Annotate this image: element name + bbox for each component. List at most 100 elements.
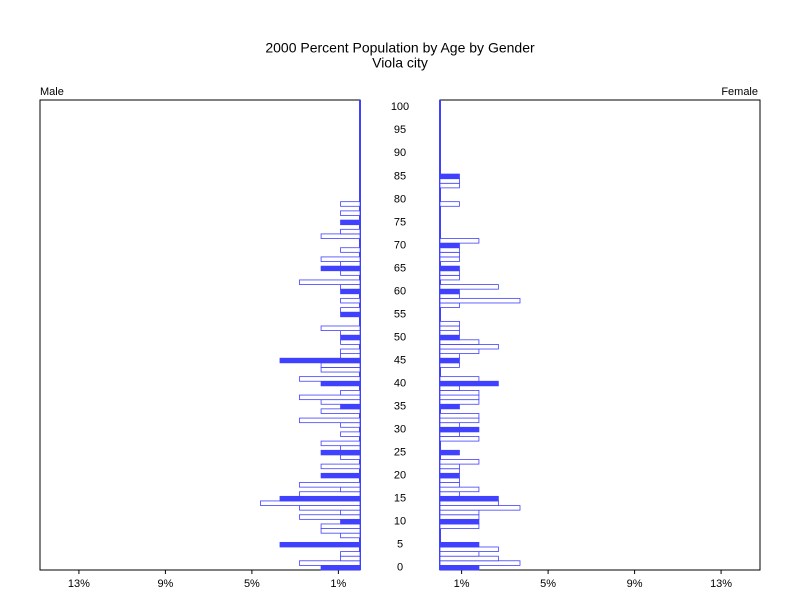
bar	[340, 518, 361, 525]
bar	[340, 311, 361, 318]
x-tick-label: 9%	[157, 578, 173, 590]
bar	[340, 348, 361, 355]
age-label: 95	[394, 124, 406, 136]
bar	[439, 509, 480, 516]
bar	[439, 449, 460, 456]
bar	[320, 256, 361, 262]
bar	[439, 500, 499, 506]
x-tick-label: 9%	[627, 578, 643, 590]
bar	[320, 449, 361, 456]
age-label: 60	[394, 285, 406, 297]
age-label: 50	[394, 331, 406, 343]
bar	[439, 320, 460, 327]
bar	[439, 514, 480, 520]
bar	[439, 274, 460, 281]
bar	[439, 357, 460, 364]
bar	[439, 403, 460, 410]
bar	[439, 551, 480, 557]
bar	[439, 560, 521, 566]
age-label: 20	[394, 470, 406, 482]
bar	[299, 514, 361, 520]
age-label: 90	[394, 147, 406, 159]
bar	[299, 560, 361, 566]
bar	[340, 390, 361, 396]
age-label: 15	[394, 493, 406, 505]
bar	[439, 284, 499, 290]
bar	[320, 362, 361, 368]
bar	[279, 495, 361, 502]
bar	[260, 500, 361, 506]
age-label: 55	[394, 308, 406, 320]
bar	[439, 247, 460, 253]
age-label: 65	[394, 262, 406, 274]
bar	[439, 546, 499, 552]
x-tick-label: 1%	[330, 578, 346, 590]
bar	[439, 417, 480, 424]
x-tick-label: 5%	[244, 578, 260, 590]
bar	[340, 509, 361, 516]
bar	[299, 491, 361, 497]
age-label: 80	[394, 193, 406, 205]
chart-title: 2000 Percent Population by Age by Gender	[265, 40, 535, 56]
bar	[340, 334, 361, 341]
bar	[439, 422, 460, 428]
age-label: 85	[394, 170, 406, 182]
bar	[340, 445, 361, 451]
bar	[320, 399, 361, 405]
bar	[320, 380, 361, 387]
age-label: 100	[391, 101, 409, 113]
bar	[439, 344, 499, 350]
chart-subtitle: Viola city	[372, 55, 428, 71]
bar	[439, 288, 460, 295]
bar	[439, 270, 460, 276]
bar	[340, 555, 361, 562]
bar	[299, 279, 361, 285]
bar	[439, 472, 460, 479]
bar	[320, 463, 361, 470]
bar	[340, 353, 361, 359]
bar	[439, 477, 460, 483]
bar	[340, 228, 361, 235]
bar	[340, 422, 361, 428]
bar	[439, 242, 460, 249]
bar	[439, 468, 460, 474]
bar	[439, 297, 521, 304]
bar	[439, 399, 480, 405]
bar	[320, 233, 361, 239]
age-label: 70	[394, 239, 406, 251]
bar	[439, 353, 460, 359]
bar	[320, 472, 361, 479]
bar	[439, 325, 460, 331]
age-label: 5	[397, 539, 403, 551]
bar	[439, 541, 480, 548]
bar	[439, 385, 460, 391]
age-label: 40	[394, 377, 406, 389]
bar	[320, 265, 361, 272]
bar	[340, 297, 361, 304]
age-label: 25	[394, 447, 406, 459]
bar	[340, 210, 361, 216]
age-label: 30	[394, 423, 406, 435]
bar	[439, 256, 460, 262]
age-label: 35	[394, 400, 406, 412]
bar	[439, 505, 521, 511]
bar	[320, 564, 361, 571]
bar	[320, 408, 361, 414]
bar	[439, 362, 460, 368]
bar	[439, 564, 480, 571]
bar	[439, 431, 460, 437]
bar	[439, 555, 499, 562]
bar	[279, 541, 361, 548]
bar	[340, 403, 361, 410]
bar	[340, 431, 361, 437]
bar	[439, 390, 480, 396]
panel-label: Male	[40, 86, 64, 98]
bar	[439, 380, 499, 387]
bar	[439, 463, 460, 470]
bar	[340, 284, 361, 290]
bar	[439, 518, 480, 525]
bar	[439, 293, 460, 299]
bar	[439, 482, 460, 488]
bar	[340, 201, 361, 207]
